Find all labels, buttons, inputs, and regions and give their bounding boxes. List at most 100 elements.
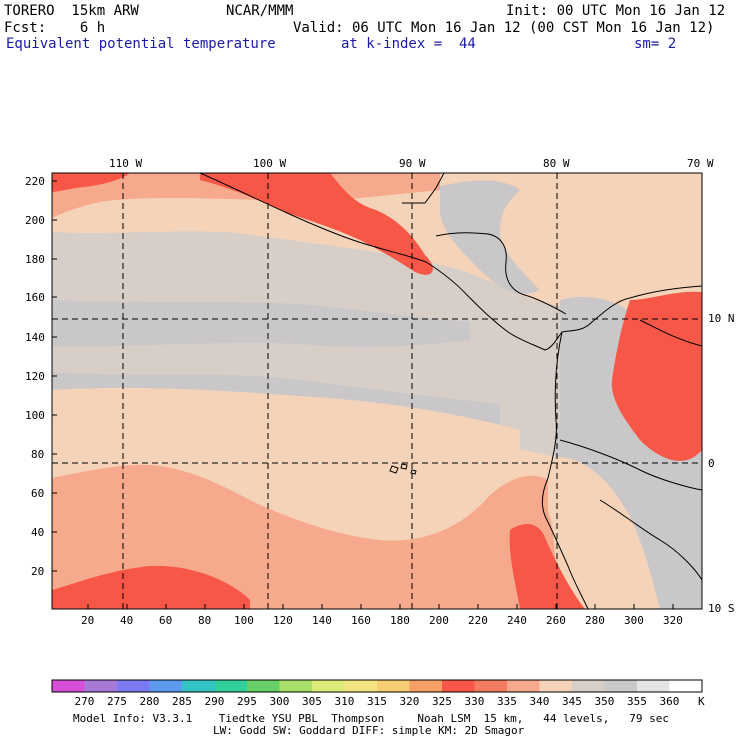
valid-time: Valid: 06 UTC Mon 16 Jan 12 (00 CST Mon … xyxy=(293,20,715,36)
colorbar-label: 345 xyxy=(562,695,582,708)
coastline-mexico xyxy=(199,173,427,263)
colorbar-swatch xyxy=(572,680,605,692)
field-red-peru-coast xyxy=(509,524,585,609)
colorbar-swatch xyxy=(669,680,703,692)
x-tick-label: 120 xyxy=(273,614,293,627)
x-tick-label: 80 xyxy=(198,614,212,627)
colorbar-label: 280 xyxy=(139,695,160,708)
lon-label-80w: 80 W xyxy=(543,157,570,170)
colorbar-label: 360 xyxy=(659,695,680,708)
lat-label-10n: 10 N xyxy=(708,312,735,325)
colorbar-swatch xyxy=(247,680,280,692)
map-frame xyxy=(51,172,703,610)
colorbar-label: 290 xyxy=(204,695,225,708)
smoothing-label: sm= 2 xyxy=(634,36,677,52)
colorbar-label: 315 xyxy=(367,695,387,708)
field-red-south xyxy=(52,565,250,609)
y-tick-label: 120 xyxy=(25,370,45,383)
colorbar-swatch xyxy=(149,680,183,692)
colorbar-swatch xyxy=(214,680,248,692)
x-tick-label: 280 xyxy=(585,614,605,627)
colorbar-swatch xyxy=(507,680,540,692)
field-red-mexico xyxy=(200,173,433,275)
x-tick-label: 320 xyxy=(663,614,683,627)
colorbar-swatch xyxy=(84,680,118,692)
colorbar-label: 270 xyxy=(74,695,95,708)
model-info: Model Info: V3.3.1 Tiedtke YSU PBL Thomp… xyxy=(73,712,670,725)
colorbar-unit: K xyxy=(698,695,705,708)
x-tick-label: 300 xyxy=(624,614,644,627)
colorbar-frame xyxy=(51,679,703,693)
forecast-hour: Fcst: 6 h xyxy=(4,20,106,36)
colorbar-label: 310 xyxy=(334,695,355,708)
y-tick-label: 220 xyxy=(25,175,45,188)
colorbar-label: 355 xyxy=(627,695,647,708)
colorbar-label: 325 xyxy=(432,695,452,708)
coastline-south-america xyxy=(541,285,702,609)
lon-label-70w: 70 W xyxy=(687,157,714,170)
colorbar-swatch xyxy=(442,680,475,692)
field-name: Equivalent potential temperature xyxy=(6,36,276,52)
colorbar-swatch xyxy=(279,680,313,692)
lon-label-100w: 100 W xyxy=(253,157,287,170)
lon-label-90w: 90 W xyxy=(399,157,426,170)
colorbar-swatch xyxy=(117,680,150,692)
colorbar-label: 300 xyxy=(269,695,290,708)
y-tick-label: 60 xyxy=(31,487,45,500)
x-tick-label: 240 xyxy=(507,614,527,627)
x-tick-label: 160 xyxy=(351,614,371,627)
x-tick-label: 40 xyxy=(120,614,134,627)
y-tick-label: 20 xyxy=(31,565,45,578)
coastline-central-america xyxy=(425,261,563,351)
colorbar-label: 340 xyxy=(529,695,550,708)
lon-label-110w: 110 W xyxy=(109,157,143,170)
colorbar-label: 335 xyxy=(497,695,517,708)
y-tick-label: 140 xyxy=(25,331,45,344)
colorbar-swatch xyxy=(474,680,508,692)
lat-label-10s: 10 S xyxy=(708,602,735,615)
colorbar-swatch xyxy=(52,680,85,692)
y-tick-label: 40 xyxy=(31,526,45,539)
field-salmon-north xyxy=(52,173,440,218)
coastline-caribbean xyxy=(402,173,567,315)
colorbar-label: 305 xyxy=(302,695,322,708)
field-central-america-gray xyxy=(440,180,540,294)
colorbar-swatch xyxy=(637,680,670,692)
border-peru xyxy=(599,499,702,581)
field-warm-band xyxy=(52,387,520,452)
bottom-tick-marks xyxy=(87,604,674,609)
colorbar-label: 320 xyxy=(399,695,420,708)
y-tick-label: 200 xyxy=(25,214,45,227)
border-colombia-ecuador xyxy=(559,439,702,491)
init-time: Init: 00 UTC Mon 16 Jan 12 xyxy=(506,3,726,19)
colorbar-label: 295 xyxy=(237,695,257,708)
colorbar-swatch xyxy=(182,680,215,692)
y-tick-label: 180 xyxy=(25,253,45,266)
physics-info: LW: Godd SW: Goddard DIFF: simple KM: 2D… xyxy=(213,724,525,737)
colorbar xyxy=(52,680,703,692)
y-tick-label: 100 xyxy=(25,409,45,422)
colorbar-label: 350 xyxy=(594,695,615,708)
x-tick-label: 140 xyxy=(312,614,332,627)
x-tick-label: 180 xyxy=(390,614,410,627)
x-tick-label: 200 xyxy=(429,614,449,627)
field-gray-patch-north xyxy=(52,300,470,347)
x-tick-label: 60 xyxy=(159,614,173,627)
colorbar-label: 275 xyxy=(107,695,127,708)
field-red-colombia xyxy=(611,291,702,461)
y-tick-label: 160 xyxy=(25,291,45,304)
colorbar-label: 285 xyxy=(172,695,192,708)
x-tick-label: 260 xyxy=(546,614,566,627)
colorbar-swatch xyxy=(312,680,345,692)
y-tick-label: 80 xyxy=(31,448,45,461)
vertical-level: at k-index = 44 xyxy=(341,36,476,52)
graticule xyxy=(52,173,702,609)
coastline-galapagos xyxy=(389,463,417,475)
lat-label-0: 0 xyxy=(708,457,715,470)
coastlines xyxy=(199,173,702,609)
x-tick-label: 100 xyxy=(234,614,254,627)
colorbar-label: 330 xyxy=(464,695,485,708)
x-tick-label: 220 xyxy=(468,614,488,627)
organization-label: NCAR/MMM xyxy=(226,3,294,19)
